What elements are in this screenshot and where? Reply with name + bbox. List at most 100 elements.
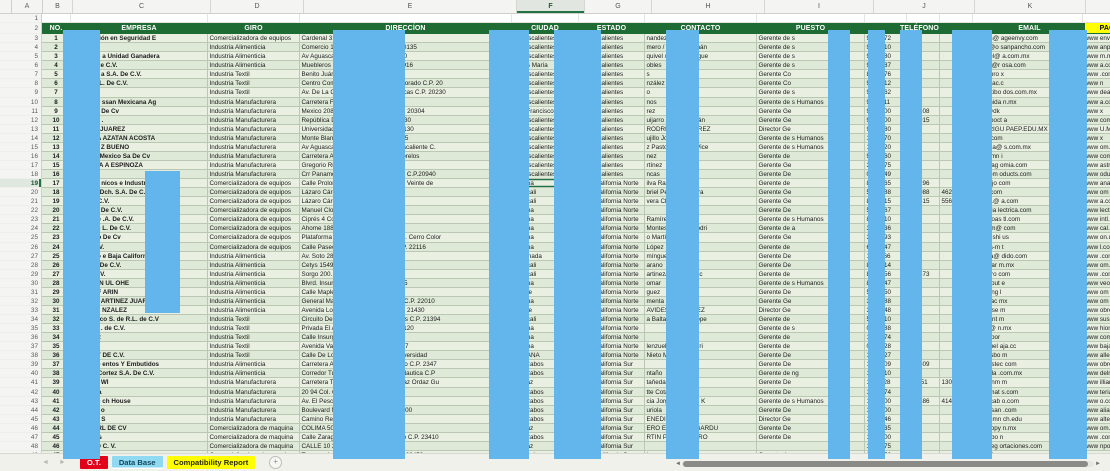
cell-puesto[interactable]: Gerente de <box>757 342 865 352</box>
row-header-34[interactable]: 34 <box>0 315 41 325</box>
cell-telefono-2[interactable] <box>907 224 940 234</box>
cell-telefono[interactable]: 9637987 <box>865 61 907 71</box>
cell-email[interactable]: imax-pro x <box>973 70 1083 80</box>
cell-pagina-web[interactable]: www o.com <box>1083 396 1110 406</box>
cell-telefono-3[interactable] <box>940 224 973 234</box>
row-header-30[interactable]: 30 <box>0 278 41 288</box>
sheet-next-icon[interactable]: ► <box>58 458 66 466</box>
cell-ciudad[interactable]: Jesús María <box>512 61 579 71</box>
cell-ciudad[interactable]: Aguascalientes <box>512 133 579 143</box>
cell-ciudad[interactable]: Los Cabos <box>512 360 579 370</box>
table-row[interactable]: 38 Quintas Cortez S.A. De C.V. Industria A… <box>42 369 1110 379</box>
cell-telefono-3[interactable] <box>940 260 973 270</box>
cell-telefono[interactable]: 8637456 <box>865 269 907 279</box>
cell-giro[interactable]: Comercializadora de equipos <box>208 34 300 44</box>
cell-estado[interactable]: Baja California Sur <box>579 387 645 397</box>
cell-pagina-web[interactable]: www illiamson.com.mx <box>1083 378 1110 388</box>
sheet-prev-icon[interactable]: ◄ <box>42 458 49 466</box>
cell-no[interactable]: 39 <box>42 378 71 388</box>
cell-contacto[interactable]: Montes De Oca Rodri <box>645 224 757 234</box>
cell-telefono-3[interactable] <box>940 206 973 216</box>
cell-telefono[interactable]: 9143180 <box>865 124 907 134</box>
cell-no[interactable]: 21 <box>42 215 71 225</box>
cell-contacto[interactable]: rtínez <box>645 160 757 170</box>
cell-estado[interactable]: Baja California Norte <box>579 269 645 279</box>
cell-pagina-web[interactable]: www com <box>1083 151 1110 161</box>
cell-giro[interactable]: Industria Alimenticia <box>208 360 300 370</box>
cell-telefono-2[interactable] <box>907 206 940 216</box>
row-header-43[interactable]: 43 <box>0 396 41 406</box>
cell-telefono[interactable]: 1659374 <box>865 333 907 343</box>
cell-email[interactable]: lations@ ageenvy.com <box>973 34 1083 44</box>
cell-no[interactable]: 30 <box>42 296 71 306</box>
cell-giro[interactable]: Industria Manufacturera <box>208 97 300 107</box>
table-row[interactable]: 36 ELITE BY DE C.V. Industria Textil Calle … <box>42 351 1110 361</box>
cell-empresa[interactable]: UE SPOR <box>71 333 208 343</box>
cell-direccion[interactable]: General Manuel 950. Col. Zona Rio. C.P. … <box>300 296 512 306</box>
cell-telefono-2[interactable] <box>907 160 940 170</box>
cell-telefono[interactable]: 1448100 <box>865 396 907 406</box>
cell-contacto[interactable]: cia Jorge Calderon K <box>645 396 757 406</box>
cell-telefono[interactable]: 5621510 <box>865 315 907 325</box>
cell-no[interactable]: 41 <box>42 396 71 406</box>
cell-email[interactable]: tar@coas tl.com <box>973 215 1083 225</box>
cell-telefono-2[interactable] <box>907 387 940 397</box>
cell-ciudad[interactable]: Mexicali <box>512 260 579 270</box>
cell-estado[interactable]: Baja California Sur <box>579 369 645 379</box>
table-row[interactable]: 19 Mac Elé C.V. Comercializadora de equipo… <box>42 197 1110 207</box>
cell-telefono-2[interactable] <box>907 441 940 451</box>
cell-email[interactable]: s@alumn ch.edu <box>973 414 1083 424</box>
cell-empresa[interactable]: GRUPO RL DE CV <box>71 423 208 433</box>
cell-empresa[interactable]: Plasticos <box>71 170 208 180</box>
cell-empresa[interactable]: PC BAJA <box>71 342 208 352</box>
table-row[interactable]: 43 ALTO DY S Industria Manufacturera Camino… <box>42 414 1110 424</box>
cell-telefono-3[interactable] <box>940 151 973 161</box>
cell-direccion[interactable]: República Del Se nta Elena C.P. 20230 <box>300 115 512 125</box>
cell-telefono-3[interactable] <box>940 423 973 433</box>
table-row[interactable]: 4 Mangra de C.V. Industria Alimenticia Mueb… <box>42 61 1110 71</box>
cell-direccion[interactable]: Manuel Clouthie ura C.P. 22216 <box>300 206 512 216</box>
cell-telefono-2[interactable] <box>907 124 940 134</box>
cell-puesto[interactable]: Gerente Ge <box>757 233 865 243</box>
cell-contacto[interactable] <box>645 324 757 334</box>
cell-ciudad[interactable]: Tijuana <box>512 224 579 234</box>
cell-ciudad[interactable]: Los Cabos <box>512 369 579 379</box>
cell-pagina-web[interactable]: www l.com <box>1083 242 1110 252</box>
cell-email[interactable]: s@sdcom <box>973 133 1083 143</box>
cell-empresa[interactable]: Proyecto nicos e Industrial <box>71 179 208 189</box>
cell-pagina-web[interactable]: www om.mx <box>1083 260 1110 270</box>
cell-telefono[interactable]: 5251667 <box>865 206 907 216</box>
cell-puesto[interactable]: Gerente de <box>757 179 865 189</box>
cell-no[interactable]: 19 <box>42 197 71 207</box>
cell-contacto[interactable]: briel Pereda Herrera <box>645 188 757 198</box>
cell-telefono-3[interactable] <box>940 142 973 152</box>
cell-giro[interactable]: Industria Manufacturera <box>208 151 300 161</box>
row-header-24[interactable]: 24 <box>0 224 41 234</box>
cell-estado[interactable]: Baja California Norte <box>579 215 645 225</box>
cell-telefono-2[interactable]: 637473 <box>907 269 940 279</box>
cell-empresa[interactable]: ELITE BY DE C.V. <box>71 351 208 361</box>
cell-giro[interactable]: Comercializadora de maquina <box>208 432 300 442</box>
cell-email[interactable]: alenzuel aja.cc <box>973 342 1083 352</box>
table-row[interactable]: 7 MULTI B Industria Textil Av. De La Conven… <box>42 88 1110 98</box>
table-row[interactable]: 8 Comedor ssan Mexicana Ag Industria Manuf… <box>42 97 1110 107</box>
cell-giro[interactable]: Industria Alimenticia <box>208 52 300 62</box>
cell-telefono-3[interactable] <box>940 242 973 252</box>
cell-contacto[interactable]: uriola <box>645 405 757 415</box>
cell-direccion[interactable]: Corredor Turistic el Sol ) Col. Plaza Na… <box>300 369 512 379</box>
cell-contacto[interactable]: guez <box>645 287 757 297</box>
column-header-B[interactable]: B <box>43 0 73 13</box>
table-row[interactable]: 17 Proyecto nicos e Industrial Comercializ… <box>42 179 1110 189</box>
cell-estado[interactable]: Aguascalientes <box>579 133 645 143</box>
cell-estado[interactable]: Aguascalientes <box>579 52 645 62</box>
cell-telefono-3[interactable] <box>940 160 973 170</box>
cell-email[interactable]: hristianm m <box>973 378 1083 388</box>
scrollbar-track[interactable] <box>682 461 1094 467</box>
cell-direccion[interactable]: Mexico 208 Col.Pa an Francisco C.P. 2030… <box>300 106 512 116</box>
cell-no[interactable]: 31 <box>42 305 71 315</box>
cell-empresa[interactable]: Ferretería <box>71 387 208 397</box>
cell-puesto[interactable]: Gerente de s <box>757 88 865 98</box>
cell-contacto[interactable] <box>645 206 757 216</box>
cell-direccion[interactable]: Cardenal 318. Fra 57 <box>300 34 512 44</box>
cell-ciudad[interactable]: Tijuana <box>512 333 579 343</box>
